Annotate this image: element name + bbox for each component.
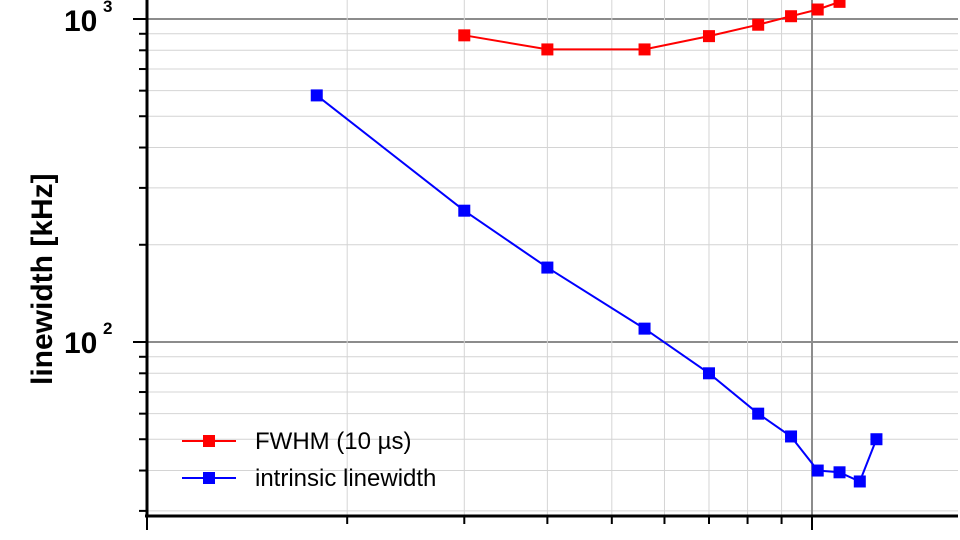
data-point-intrinsic-4 (702, 367, 715, 380)
y-axis-label: linewidth [kHz] (26, 173, 59, 385)
legend-label-intrinsic: intrinsic linewidth (255, 465, 436, 492)
data-point-fwhm-4 (752, 18, 765, 31)
data-point-intrinsic-2 (541, 261, 554, 274)
data-point-intrinsic-9 (853, 475, 866, 488)
series-layer (310, 0, 883, 488)
data-point-fwhm-1 (541, 43, 554, 56)
data-point-fwhm-5 (785, 10, 798, 23)
y-tick-label-100-base: 10 (64, 327, 97, 360)
legend-label-fwhm: FWHM (10 µs) (255, 428, 411, 455)
data-point-fwhm-6 (811, 3, 824, 16)
data-point-intrinsic-0 (310, 89, 323, 102)
data-point-intrinsic-7 (811, 464, 824, 477)
legend-marker-fwhm (203, 435, 215, 447)
series-line-fwhm (464, 0, 840, 51)
legend: FWHM (10 µs) intrinsic linewidth (182, 428, 436, 492)
y-tick-label-1000-exp: 3 (103, 0, 112, 16)
data-point-intrinsic-1 (458, 204, 471, 217)
data-point-fwhm-2 (638, 43, 651, 56)
y-tick-labels: 10 3 10 2 (64, 0, 112, 360)
legend-marker-intrinsic (203, 472, 215, 484)
y-tick-label-100-exp: 2 (103, 319, 112, 338)
y-tick-label-1000-base: 10 (64, 5, 97, 38)
data-point-intrinsic-10 (870, 433, 883, 446)
series-line-intrinsic (316, 94, 878, 483)
data-point-fwhm-7 (833, 0, 846, 8)
data-point-fwhm-3 (702, 30, 715, 43)
data-point-intrinsic-3 (638, 322, 651, 335)
grid (147, 0, 958, 516)
data-point-intrinsic-5 (752, 407, 765, 420)
data-point-intrinsic-8 (833, 466, 846, 479)
axes (133, 0, 958, 530)
data-point-fwhm-0 (458, 29, 471, 42)
data-point-intrinsic-6 (785, 430, 798, 443)
